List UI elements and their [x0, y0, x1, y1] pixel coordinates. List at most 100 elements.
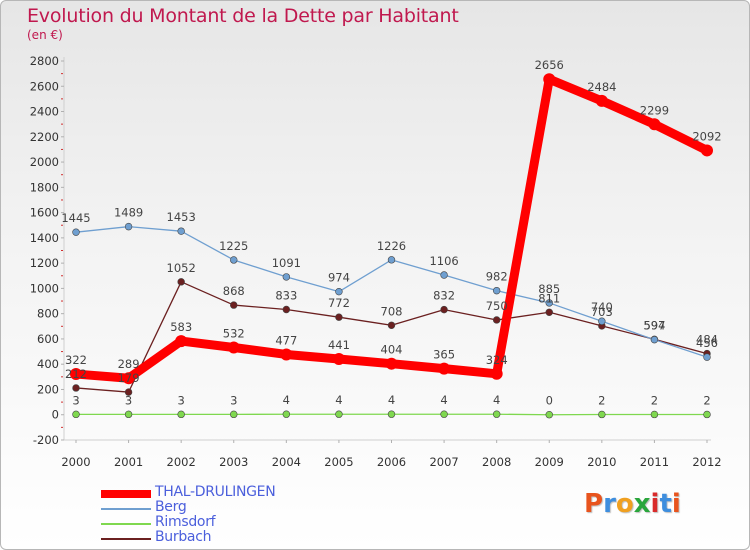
series-thal-drulingen-point — [648, 118, 661, 131]
series-berg-point — [72, 228, 80, 236]
series-rimsdorf-data-label: 0 — [546, 394, 553, 408]
series-rimsdorf-data-label: 3 — [125, 393, 132, 407]
series-berg-point — [387, 256, 396, 264]
series-berg-point — [492, 286, 501, 295]
series-thal-drulingen-point — [332, 353, 345, 366]
chart-unit-label: (en €) — [27, 28, 63, 42]
series-thal-drulingen-data-label: 404 — [381, 343, 403, 357]
series-burbach-data-label: 212 — [65, 367, 87, 381]
y-tick-label: 600 — [37, 332, 59, 346]
y-tick-label: 1800 — [30, 180, 59, 194]
series-thal-drulingen-point — [438, 362, 451, 375]
logo-letter: P — [584, 489, 604, 519]
series-rimsdorf-data-label: 2 — [651, 393, 658, 407]
series-berg-point — [230, 256, 238, 264]
series-burbach-point — [230, 301, 238, 309]
series-rimsdorf-point — [282, 410, 291, 418]
series-rimsdorf-data-label: 4 — [388, 393, 395, 407]
series-rimsdorf-data-label: 2 — [598, 393, 605, 407]
logo-letter: r — [603, 489, 616, 519]
x-tick-label: 2003 — [219, 455, 248, 469]
series-thal-drulingen-point — [122, 372, 135, 385]
logo-letter: x — [633, 489, 651, 519]
legend-label: THAL-DRULINGEN — [155, 484, 276, 500]
series-berg-data-label: 1106 — [429, 254, 458, 268]
y-tick-label: 0 — [52, 408, 59, 422]
series-berg-point — [440, 271, 448, 279]
series-thal-drulingen-data-label: 289 — [118, 357, 140, 371]
series-thal-drulingen-data-label: 322 — [65, 353, 87, 367]
y-tick-label: 400 — [37, 357, 59, 371]
series-burbach-data-label: 811 — [538, 291, 560, 305]
series-burbach-point — [387, 321, 396, 329]
series-rimsdorf-data-label: 4 — [493, 393, 500, 407]
series-berg-point — [177, 227, 185, 235]
y-tick-label: 2200 — [30, 130, 59, 144]
series-thal-drulingen-point — [490, 367, 503, 380]
series-berg-data-label: 1091 — [272, 256, 301, 270]
legend-item-berg: Berg — [101, 499, 361, 516]
series-berg-point — [545, 299, 553, 307]
series-berg-point — [282, 273, 291, 281]
series-thal-drulingen-data-label: 324 — [486, 353, 508, 367]
x-tick-label: 2000 — [61, 455, 90, 469]
series-rimsdorf-point — [545, 411, 553, 419]
chart-legend: THAL-DRULINGEN Berg Rimsdorf Burbach — [101, 484, 361, 546]
series-rimsdorf-data-label: 3 — [230, 393, 237, 407]
legend-swatch — [101, 538, 151, 540]
series-burbach-point — [282, 305, 291, 314]
series-rimsdorf-point — [598, 410, 606, 419]
logo-letter: o — [615, 489, 634, 519]
x-tick-label: 2011 — [640, 455, 669, 469]
series-burbach-point — [124, 388, 133, 396]
series-berg-point — [598, 317, 606, 325]
series-rimsdorf-point — [124, 410, 133, 419]
y-tick-label: -200 — [33, 433, 59, 447]
series-burbach-point — [492, 316, 501, 324]
x-tick-label: 2002 — [167, 455, 196, 469]
series-thal-drulingen-point — [70, 368, 82, 381]
series-berg-data-label: 456 — [696, 336, 718, 350]
y-tick-label: 200 — [37, 382, 59, 396]
series-rimsdorf-data-label: 4 — [335, 393, 342, 407]
series-thal-drulingen-point — [227, 341, 240, 354]
x-tick-label: 2008 — [482, 455, 511, 469]
series-burbach-data-label: 179 — [118, 371, 140, 385]
legend-swatch — [101, 508, 151, 510]
series-thal-drulingen-point — [175, 335, 188, 348]
series-thal-drulingen-point — [543, 73, 556, 86]
series-berg-data-label: 1489 — [114, 206, 143, 220]
series-thal-drulingen-point — [701, 144, 713, 157]
legend-swatch — [101, 490, 151, 498]
legend-label: Berg — [155, 499, 187, 515]
chart-title: Evolution du Montant de la Dette par Hab… — [27, 5, 459, 27]
series-berg-data-label: 885 — [538, 282, 560, 296]
series-thal-drulingen-point — [385, 357, 398, 370]
series-rimsdorf-point — [72, 410, 80, 419]
x-tick-label: 2005 — [324, 455, 353, 469]
series-thal-drulingen-data-label: 365 — [433, 348, 455, 362]
series-thal-drulingen-data-label: 532 — [223, 327, 245, 341]
y-tick-label: 1600 — [30, 206, 59, 220]
series-burbach-data-label: 772 — [328, 296, 350, 310]
logo-letter: i — [650, 489, 660, 519]
series-burbach-data-label: 1052 — [167, 261, 196, 275]
series-berg-data-label: 1225 — [219, 239, 248, 253]
series-burbach-line — [75, 281, 708, 393]
x-tick-label: 2012 — [692, 455, 721, 469]
x-tick-label: 2006 — [377, 455, 406, 469]
series-berg-data-label: 982 — [486, 270, 508, 284]
series-berg-point — [703, 353, 711, 361]
y-tick-label: 1000 — [30, 281, 59, 295]
series-burbach-data-label: 750 — [486, 299, 508, 313]
x-tick-label: 2010 — [587, 455, 616, 469]
series-burbach-point — [335, 313, 343, 321]
series-berg-data-label: 740 — [591, 300, 613, 314]
legend-swatch — [101, 523, 151, 525]
series-burbach-data-label: 484 — [696, 333, 718, 347]
series-berg-data-label: 594 — [643, 319, 665, 333]
series-burbach-data-label: 868 — [223, 284, 245, 298]
y-tick-label: 2600 — [30, 79, 59, 93]
y-tick-label: 2400 — [30, 105, 59, 119]
